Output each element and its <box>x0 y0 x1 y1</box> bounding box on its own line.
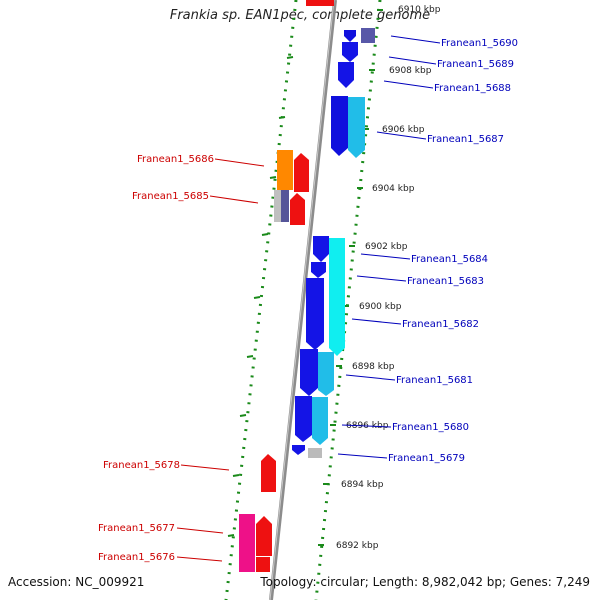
gene-arrow[interactable] <box>261 454 276 492</box>
kbp-label: 6908 kbp <box>389 66 432 76</box>
outer-left-dotted-track <box>224 0 298 600</box>
gene-arrow[interactable] <box>256 557 270 572</box>
gene-arrow[interactable] <box>294 153 309 192</box>
gene-label[interactable]: Franean1_5683 <box>407 276 484 287</box>
gene-label[interactable]: Franean1_5677 <box>98 523 175 534</box>
kbp-label: 6906 kbp <box>382 125 425 135</box>
gene-arrow[interactable] <box>311 262 326 278</box>
gene-arrow[interactable] <box>306 278 324 350</box>
gene-arrow[interactable] <box>342 42 358 62</box>
gene-label[interactable]: Franean1_5676 <box>98 552 175 563</box>
left-tick-marks <box>227 56 294 537</box>
kbp-label: 6894 kbp <box>341 480 384 490</box>
gene-arrow[interactable] <box>308 448 322 458</box>
gene-arrow[interactable] <box>361 28 375 43</box>
gene-arrow[interactable] <box>312 397 328 445</box>
forward-gene-features <box>292 28 375 458</box>
gene-arrow[interactable] <box>256 516 272 556</box>
gene-arrow[interactable] <box>295 396 312 442</box>
reverse-gene-features <box>239 0 334 572</box>
gene-label[interactable]: Franean1_5686 <box>137 154 214 165</box>
gene-arrow[interactable] <box>300 349 318 396</box>
kbp-label: 6898 kbp <box>352 362 395 372</box>
kbp-label: 6910 kbp <box>398 5 441 15</box>
genome-backbone-highlight <box>269 0 335 600</box>
gene-label[interactable]: Franean1_5690 <box>441 38 518 49</box>
kbp-label: 6892 kbp <box>336 541 379 551</box>
gene-arrow[interactable] <box>329 238 345 356</box>
gene-arrow[interactable] <box>239 514 255 572</box>
gene-arrow[interactable] <box>281 190 289 222</box>
forward-gene-labels <box>337 35 441 459</box>
gene-label[interactable]: Franean1_5685 <box>132 191 209 202</box>
reverse-gene-labels <box>176 158 265 562</box>
outer-right-dotted-track <box>314 0 382 600</box>
genome-backbone <box>269 0 337 600</box>
gene-arrow[interactable] <box>274 190 283 222</box>
right-tick-marks <box>318 9 383 546</box>
gene-arrow[interactable] <box>331 96 348 156</box>
gene-arrow[interactable] <box>313 236 329 262</box>
gene-label[interactable]: Franean1_5681 <box>396 375 473 386</box>
gene-arrow[interactable] <box>277 150 293 190</box>
kbp-label: 6904 kbp <box>372 184 415 194</box>
gene-label[interactable]: Franean1_5678 <box>103 460 180 471</box>
gene-label[interactable]: Franean1_5679 <box>388 453 465 464</box>
gene-arrow[interactable] <box>306 0 320 6</box>
genome-summary: Topology: circular; Length: 8,982,042 bp… <box>260 575 590 589</box>
kbp-label: 6900 kbp <box>359 302 402 312</box>
gene-label[interactable]: Franean1_5682 <box>402 319 479 330</box>
accession-label: Accession: NC_009921 <box>8 575 145 589</box>
gene-label[interactable]: Franean1_5689 <box>437 59 514 70</box>
gene-arrow[interactable] <box>338 62 354 88</box>
gene-arrow[interactable] <box>318 352 334 396</box>
gene-label[interactable]: Franean1_5684 <box>411 254 488 265</box>
kbp-label: 6902 kbp <box>365 242 408 252</box>
gene-arrow[interactable] <box>344 30 356 42</box>
gene-arrow[interactable] <box>320 0 334 6</box>
gene-arrow[interactable] <box>348 97 365 158</box>
map-title: Frankia sp. EAN1pec, complete genome <box>169 8 431 23</box>
gene-label[interactable]: Franean1_5680 <box>392 422 469 433</box>
gene-arrow[interactable] <box>292 445 305 455</box>
gene-label[interactable]: Franean1_5688 <box>434 83 511 94</box>
gene-label[interactable]: Franean1_5687 <box>427 134 504 145</box>
gene-arrow[interactable] <box>290 193 305 225</box>
